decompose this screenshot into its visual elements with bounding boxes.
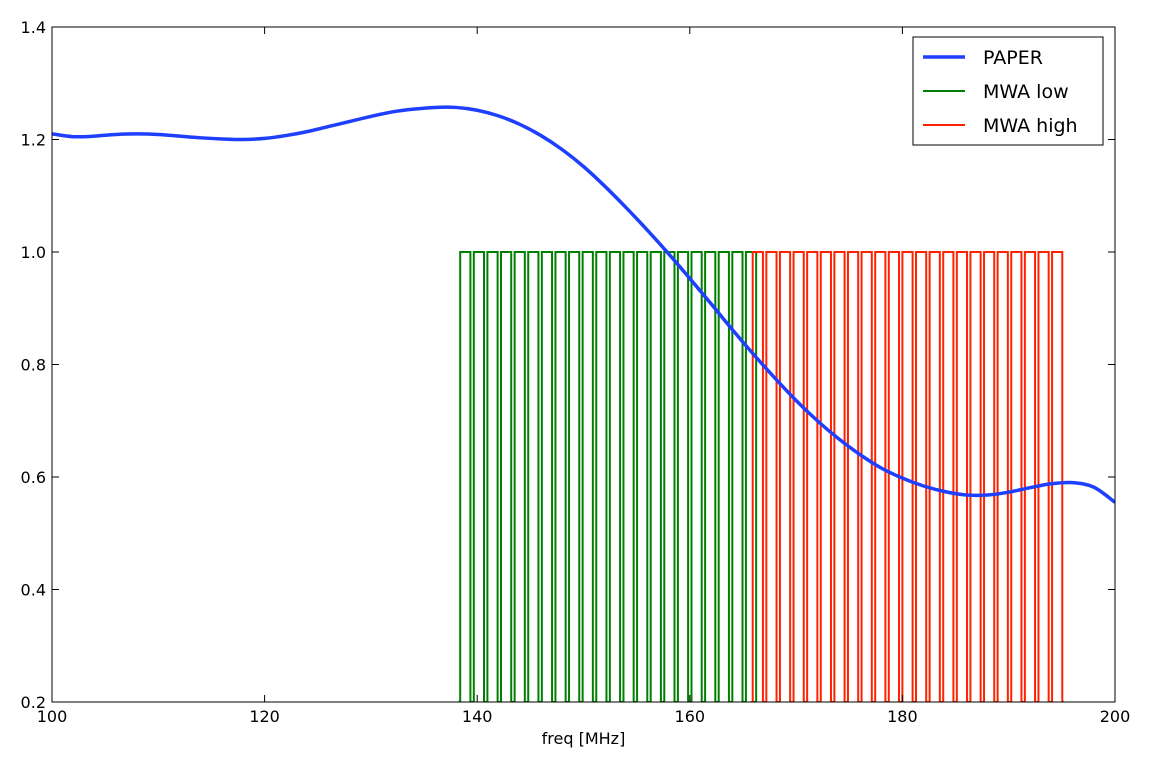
y-tick-label: 1.0 <box>21 243 46 262</box>
legend-label-mwa-low: MWA low <box>983 81 1069 103</box>
x-tick-label: 180 <box>887 707 918 726</box>
axis-ticks: 100 120 140 160 180 200 0.2 0.4 0.6 0.8 1.0 1.2 1.4 <box>21 18 1131 726</box>
y-tick-label: 0.2 <box>21 693 46 712</box>
series-line-paper <box>52 105 1115 504</box>
legend-label-mwa-high: MWA high <box>983 115 1078 137</box>
y-tick-label: 1.2 <box>21 131 46 150</box>
y-tick-label: 0.6 <box>21 468 46 487</box>
x-tick-label: 160 <box>675 707 706 726</box>
series-line-mwa-high <box>751 251 1064 702</box>
y-tick-label: 1.4 <box>21 18 46 37</box>
plot-content <box>52 105 1115 702</box>
legend-label-paper: PAPER <box>983 47 1043 69</box>
x-tick-label: 140 <box>462 707 493 726</box>
y-tick-label: 0.8 <box>21 356 46 375</box>
series-line-mwa-low <box>458 251 758 702</box>
x-tick-label: 120 <box>249 707 280 726</box>
x-tick-label: 200 <box>1100 707 1131 726</box>
y-tick-label: 0.4 <box>21 581 46 600</box>
legend: PAPER MWA low MWA high <box>912 36 1104 146</box>
x-tick-label: 100 <box>37 707 68 726</box>
x-axis-label: freq [MHz] <box>542 729 626 748</box>
